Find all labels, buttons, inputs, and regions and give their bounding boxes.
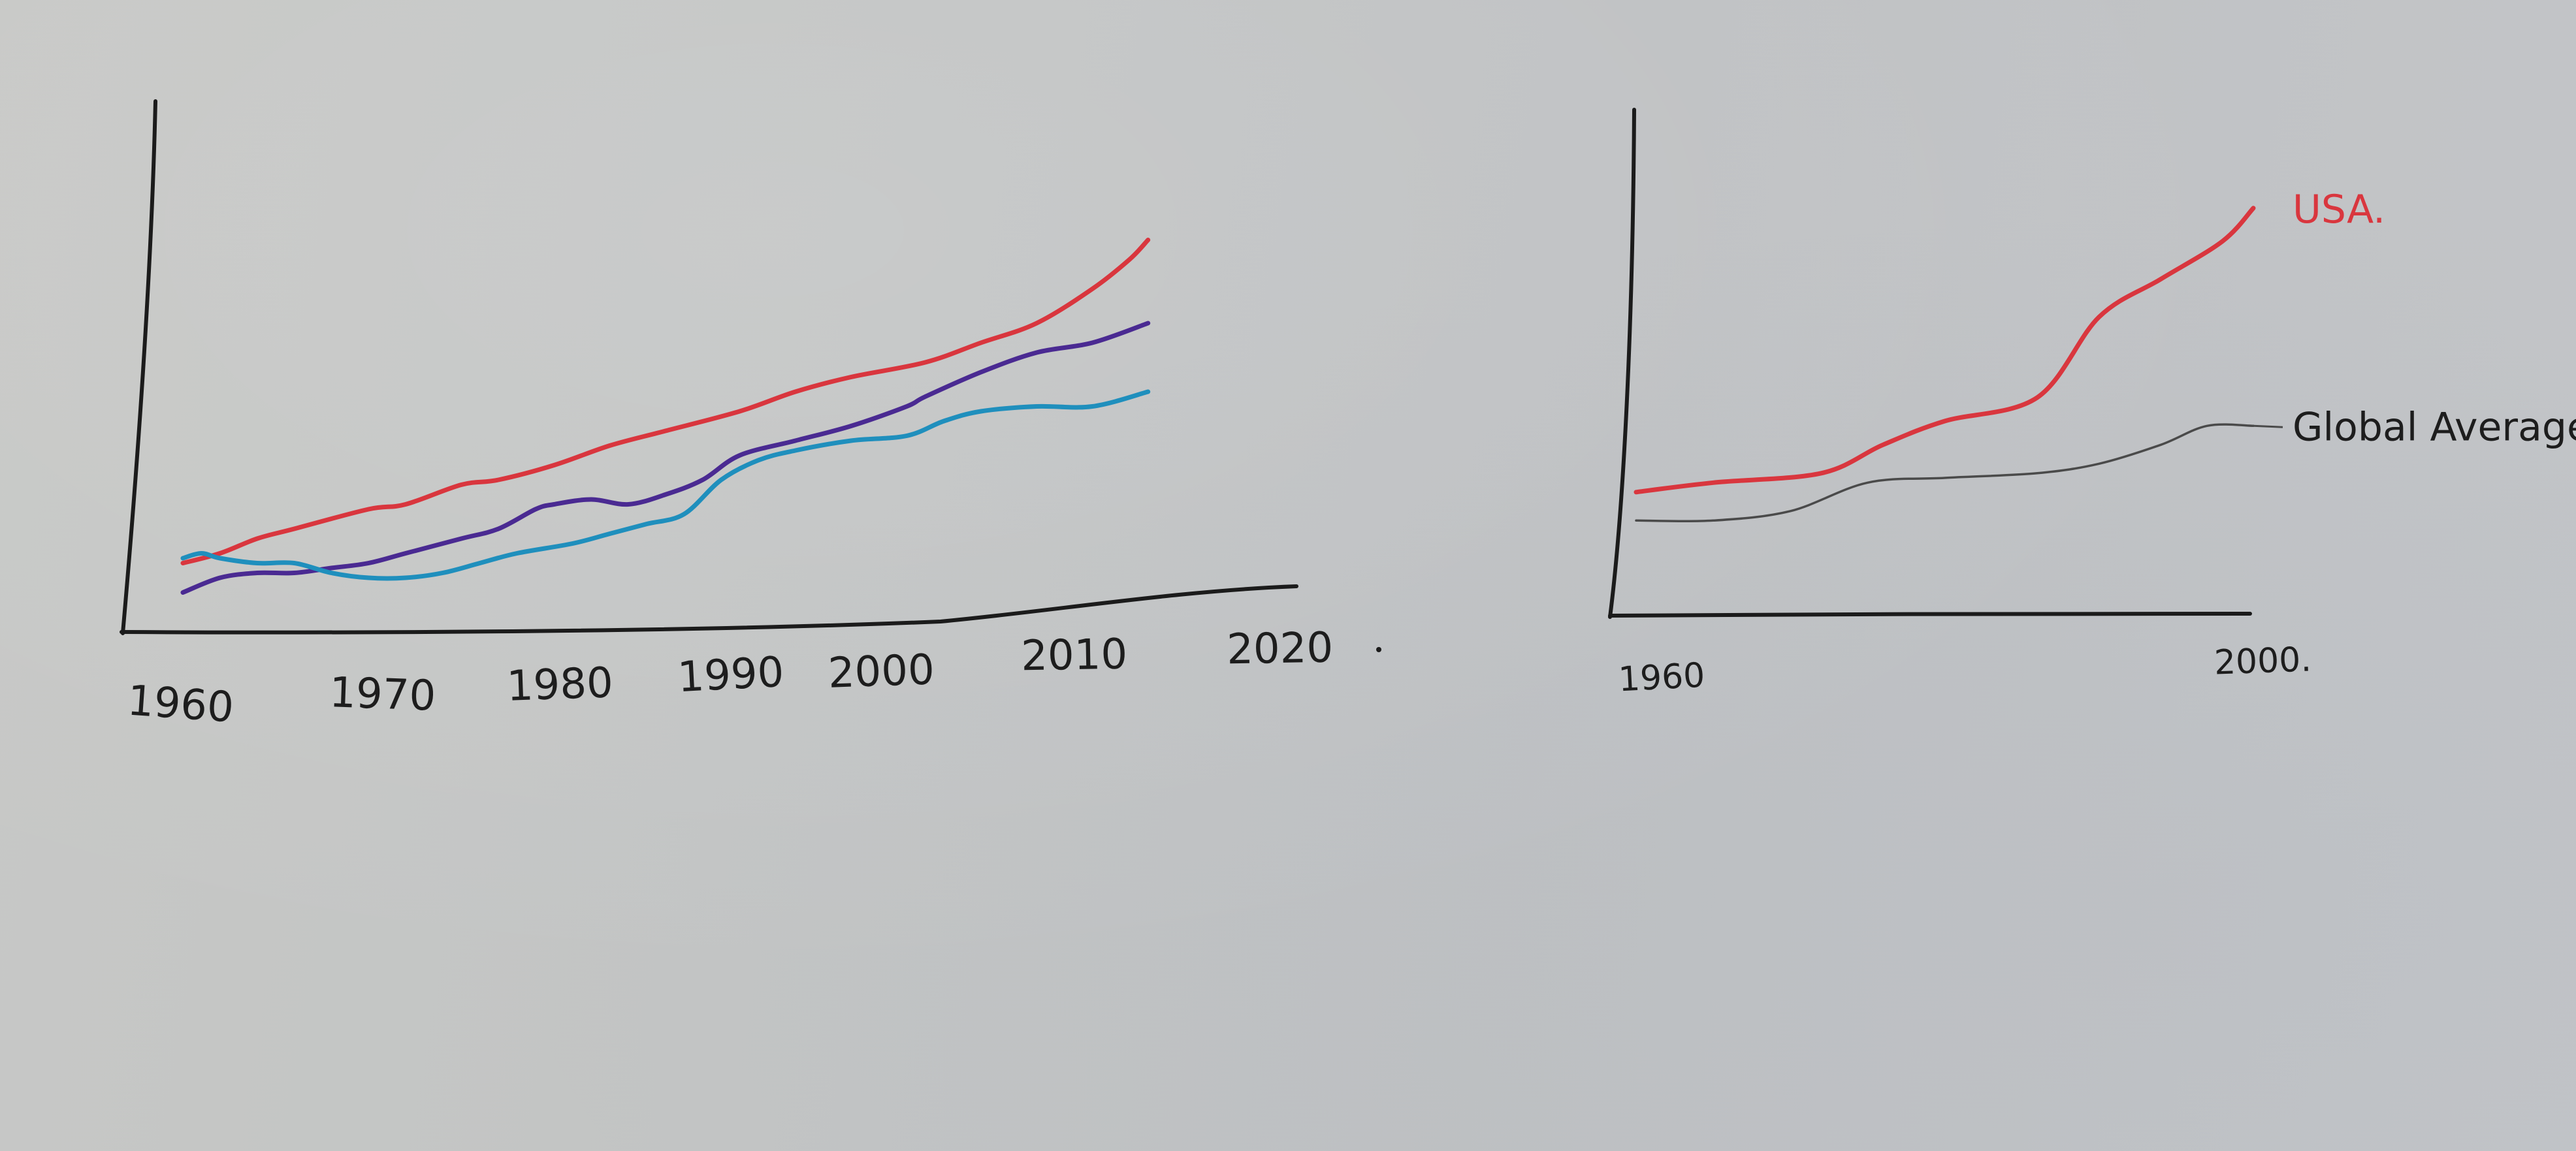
right-label-layer: USA. Global Average <box>2253 187 2576 450</box>
x-tick-label: 2020 <box>1227 624 1334 674</box>
left-tick-layer: 1960 1970 1980 1990 2000 2010 2020 <box>126 624 1334 733</box>
x-tick-label: 1980 <box>506 659 614 711</box>
stray-dot <box>1376 647 1381 652</box>
series-line-usa <box>1634 206 2256 495</box>
right-x-axis <box>1608 611 2252 618</box>
series-label-usa: USA. <box>2293 187 2385 232</box>
right-tick-layer: 1960 2000. <box>1617 640 2311 699</box>
series-label-global-average: Global Average <box>2293 404 2576 450</box>
series-line-global-average <box>1635 423 2255 523</box>
series-line-0-1 <box>180 321 1151 595</box>
left-x-axis <box>120 584 1298 635</box>
series-line-0-2 <box>180 389 1151 581</box>
x-tick-label: 1960 <box>126 676 236 732</box>
label-connector <box>2253 424 2283 428</box>
x-tick-label: 1990 <box>677 648 786 702</box>
chart-right: 1960 2000. USA. Global Average <box>1608 108 2576 699</box>
x-tick-label: 2000. <box>2214 640 2312 682</box>
x-tick-label: 1970 <box>329 669 436 721</box>
x-tick-label: 2010 <box>1021 631 1128 681</box>
x-tick-label: 2000 <box>828 646 935 698</box>
x-tick-label: 1960 <box>1617 656 1705 700</box>
right-y-axis <box>1608 108 1636 619</box>
chart-left: 1960 1970 1980 1990 2000 2010 2020 <box>120 99 1381 733</box>
series-line-0-0 <box>180 238 1151 565</box>
left-y-axis <box>121 99 157 635</box>
right-series-layer <box>1634 206 2256 523</box>
left-series-layer <box>180 238 1151 595</box>
